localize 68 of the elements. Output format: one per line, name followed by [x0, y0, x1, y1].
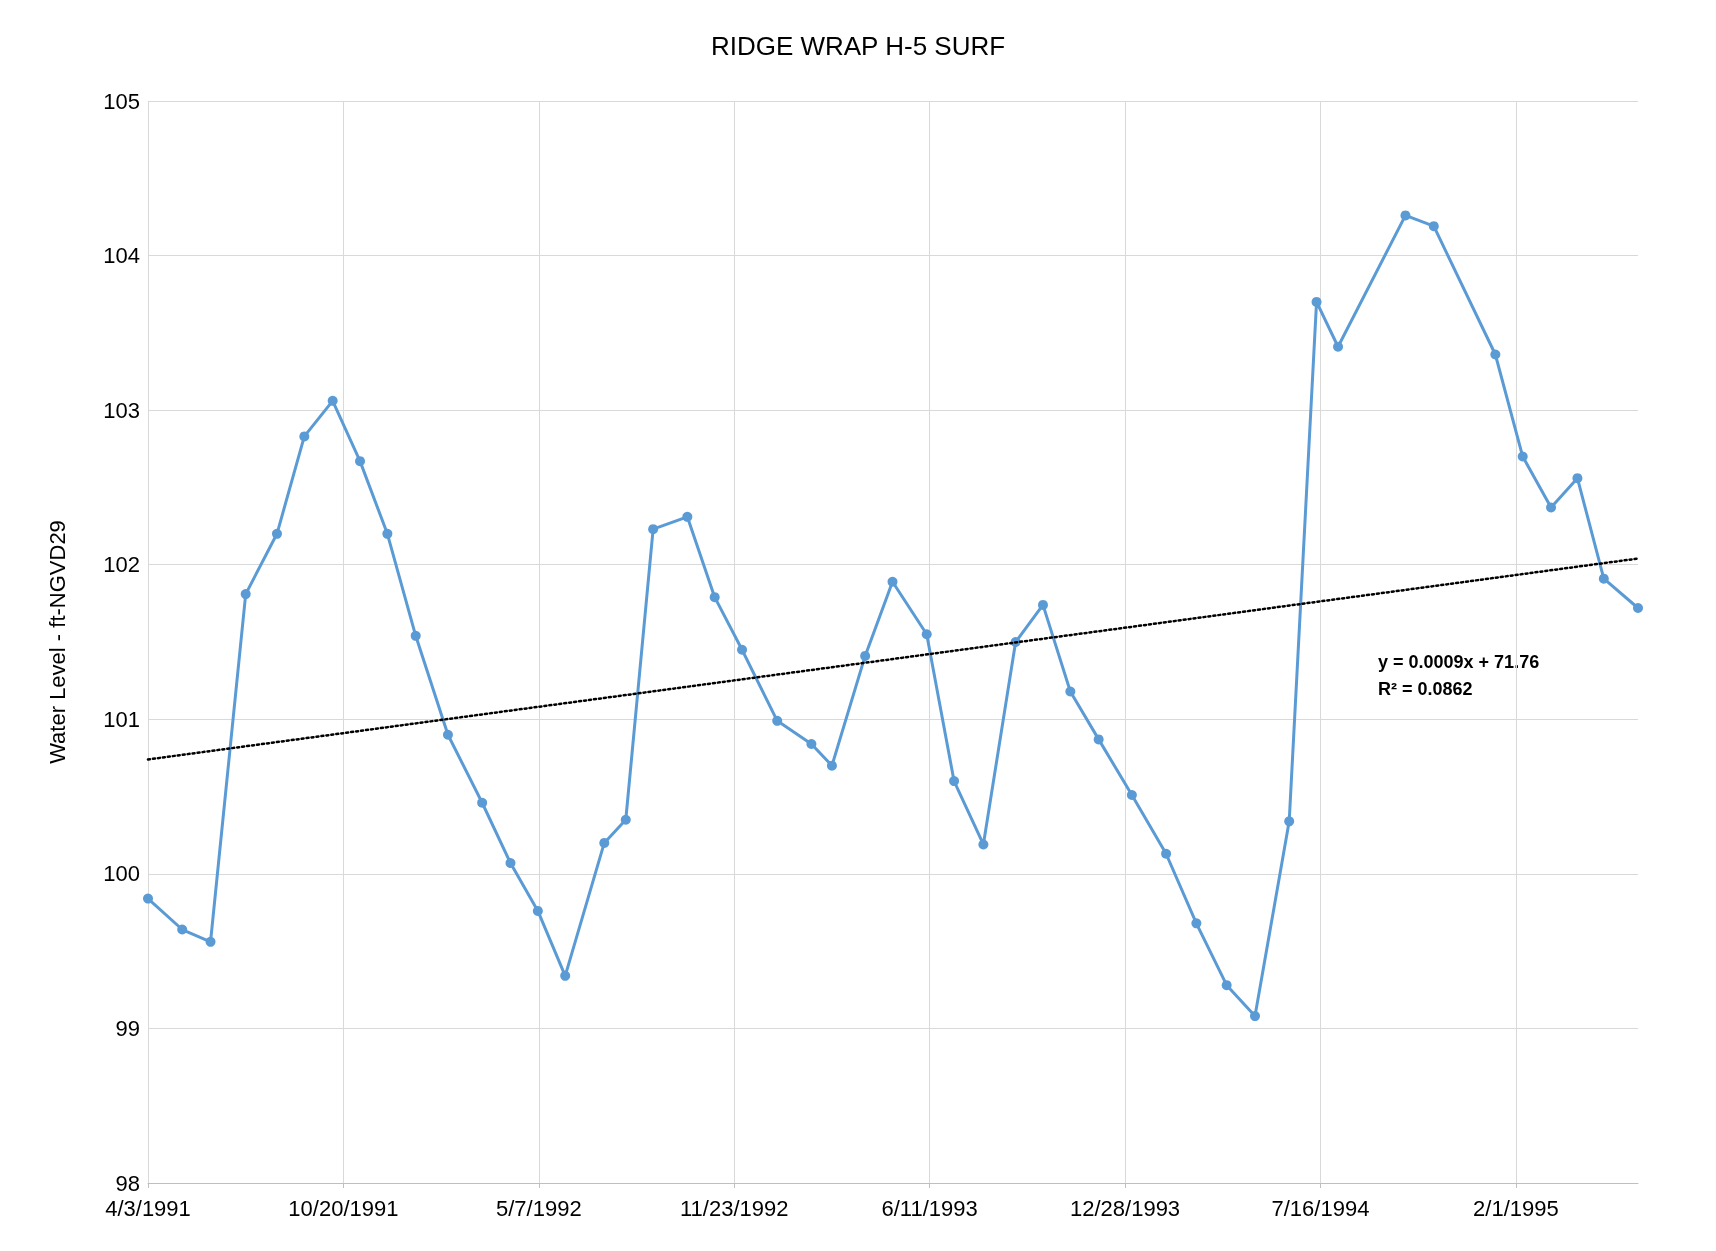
point	[560, 970, 571, 981]
point	[949, 776, 960, 787]
x-tick-label: 5/7/1992	[496, 1195, 582, 1221]
point	[772, 715, 783, 726]
y-axis-title: Water Level - ft-NGVD29	[44, 520, 70, 764]
point	[1126, 790, 1137, 801]
point	[177, 924, 188, 935]
point	[382, 528, 393, 539]
annotation: y = 0.0009x + 71.76	[1378, 651, 1540, 672]
point	[410, 630, 421, 641]
x-tick-label: 2/1/1995	[1473, 1195, 1559, 1221]
point	[806, 739, 817, 750]
point	[1572, 473, 1583, 484]
y-tick-label: 101	[103, 706, 140, 732]
point	[1400, 210, 1411, 221]
point	[1284, 816, 1295, 827]
point	[620, 814, 631, 825]
point	[355, 456, 366, 467]
x-tick-label: 6/11/1993	[881, 1195, 978, 1221]
point	[648, 524, 659, 535]
point	[1490, 349, 1501, 360]
point	[1221, 980, 1232, 991]
point	[887, 576, 898, 587]
y-tick-label: 99	[115, 1015, 140, 1041]
y-tick-label: 103	[103, 397, 140, 423]
point	[1428, 221, 1439, 232]
point	[299, 431, 310, 442]
x-tick-label: 4/3/1991	[105, 1195, 191, 1221]
x-tick-label: 10/20/1991	[288, 1195, 399, 1221]
y-tick-label: 104	[103, 243, 140, 269]
point	[1065, 686, 1076, 697]
x-tick-label: 12/28/1993	[1069, 1195, 1181, 1221]
y-tick-label: 100	[103, 861, 140, 887]
point	[737, 644, 748, 655]
point	[599, 837, 610, 848]
point	[205, 936, 216, 947]
point	[978, 839, 989, 850]
point	[682, 511, 693, 522]
point	[921, 629, 932, 640]
y-tick-label: 105	[103, 88, 140, 114]
point	[271, 528, 282, 539]
annotation: R² = 0.0862	[1378, 678, 1473, 699]
point	[532, 905, 543, 916]
point	[1633, 603, 1643, 613]
point	[826, 760, 837, 771]
point	[709, 592, 720, 603]
point	[327, 395, 338, 406]
point	[1333, 341, 1344, 352]
point	[1093, 734, 1104, 745]
point	[1250, 1011, 1260, 1022]
chart-title: RIDGE WRAP H-5 SURF	[710, 31, 1006, 61]
point	[1598, 573, 1609, 584]
point	[143, 893, 153, 904]
point	[1311, 296, 1322, 307]
x-tick-label: 11/23/1992	[679, 1195, 789, 1221]
point	[860, 650, 871, 661]
point	[442, 729, 453, 740]
point	[1517, 451, 1528, 462]
point	[1161, 848, 1172, 859]
point	[1191, 918, 1202, 929]
y-tick-label: 98	[115, 1170, 140, 1196]
point	[1037, 599, 1048, 610]
point	[505, 858, 516, 869]
point	[240, 589, 251, 600]
point	[1546, 502, 1557, 513]
x-tick-label: 7/16/1994	[1271, 1195, 1370, 1221]
point	[477, 797, 488, 808]
y-tick-label: 102	[103, 552, 140, 578]
